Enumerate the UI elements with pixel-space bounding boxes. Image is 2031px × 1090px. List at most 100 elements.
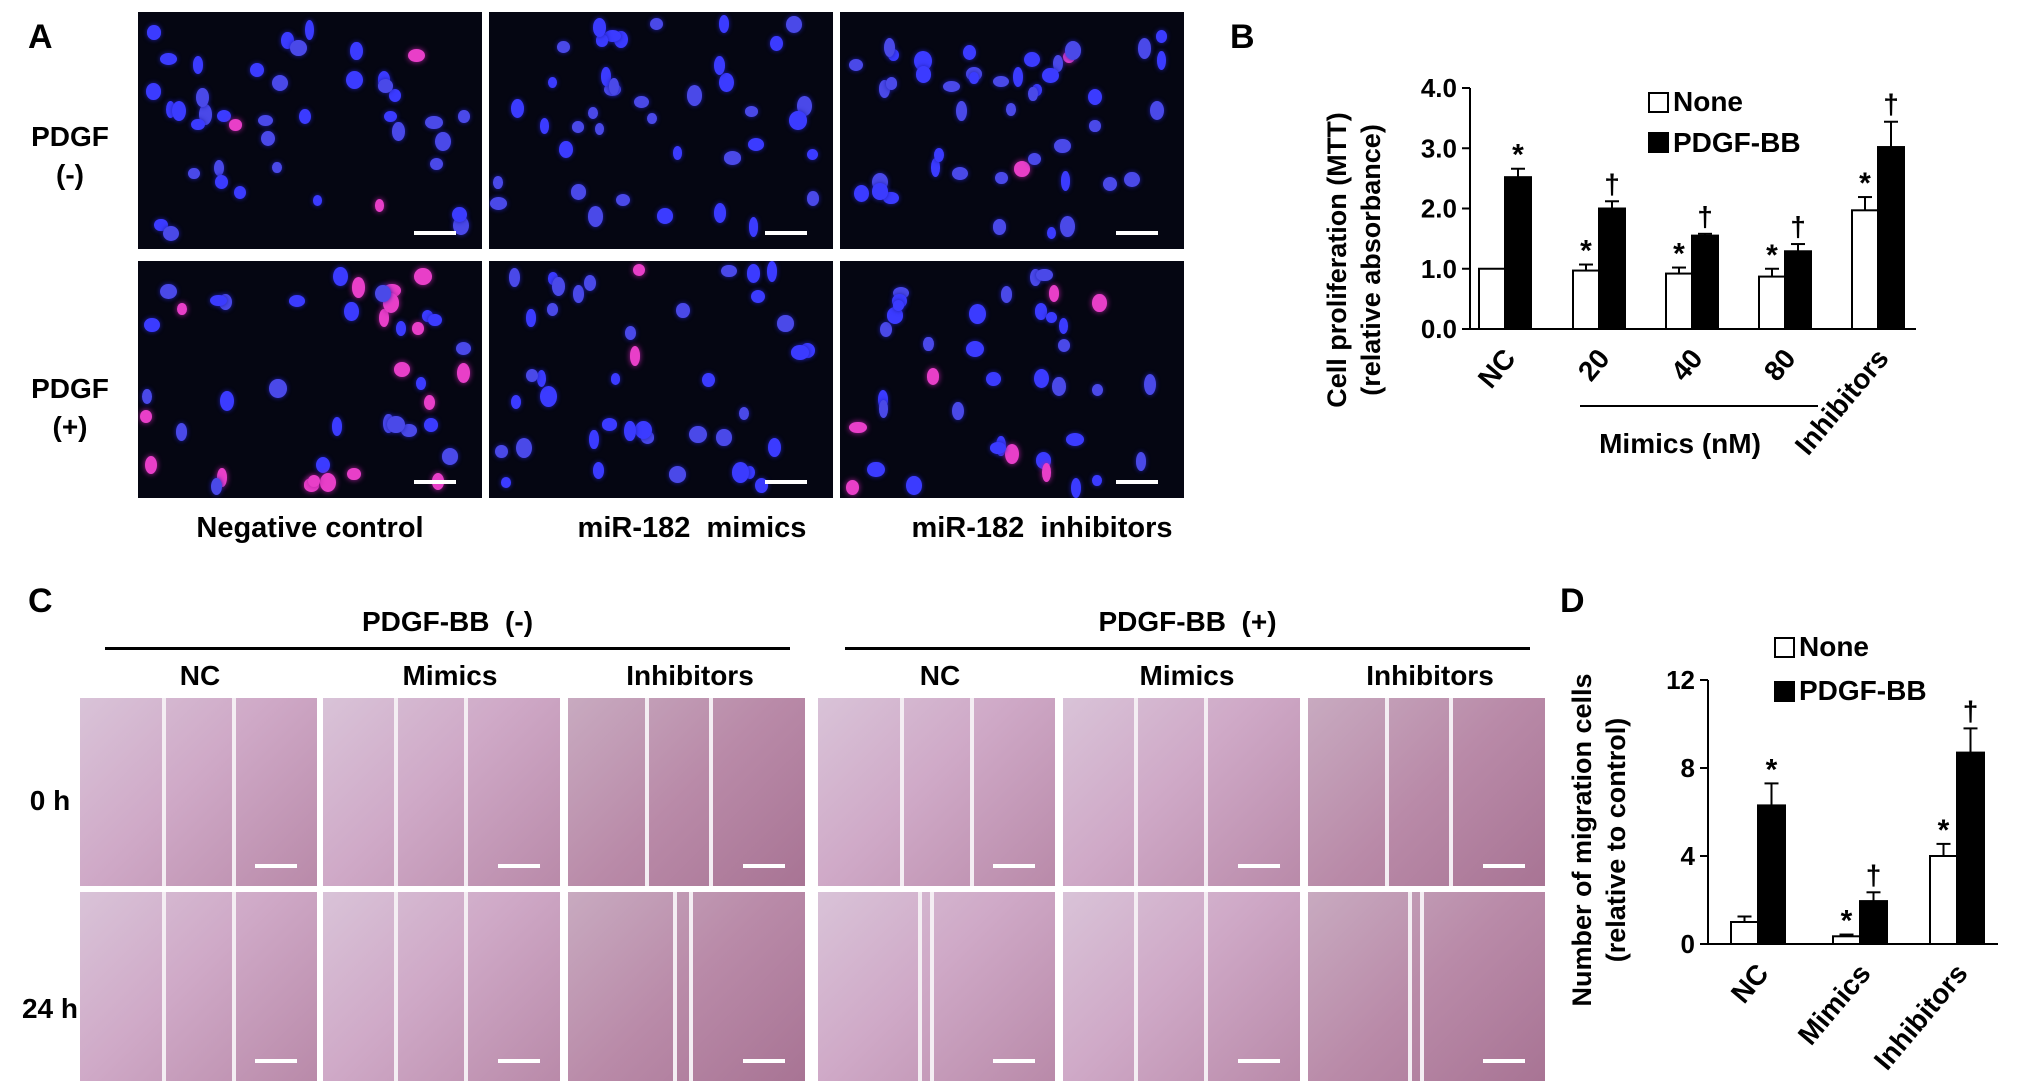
cell-nucleus bbox=[456, 362, 471, 383]
cell-nucleus bbox=[407, 49, 425, 63]
y-axis-label-line2: (relative to control) bbox=[1601, 718, 1631, 963]
panel-c-col-label-6: Inhibitors bbox=[1366, 660, 1494, 691]
cell-nucleus bbox=[748, 216, 759, 238]
cell-nucleus bbox=[789, 110, 807, 130]
scratch-edge-line bbox=[232, 698, 236, 886]
cell-nucleus bbox=[589, 429, 599, 450]
panel-a-col-label-3: miR-182 inhibitors bbox=[911, 512, 1173, 544]
cell-nucleus bbox=[1024, 52, 1041, 68]
cell-nucleus bbox=[493, 176, 503, 189]
scratch-edge-line bbox=[232, 892, 236, 1081]
panel-d-label: D bbox=[1560, 582, 1585, 620]
scratch-image-inhibitors-pos-24h bbox=[1308, 892, 1545, 1081]
cell-nucleus bbox=[176, 302, 187, 316]
panel-c-group-line-pos bbox=[845, 647, 1530, 650]
cell-nucleus bbox=[985, 371, 1001, 386]
scale-bar bbox=[414, 231, 456, 235]
cell-nucleus bbox=[672, 146, 682, 160]
cell-nucleus bbox=[624, 420, 636, 442]
cell-nucleus bbox=[192, 56, 204, 74]
x-category-label: 40 bbox=[1665, 343, 1709, 387]
cell-nucleus bbox=[1089, 120, 1101, 132]
cell-nucleus bbox=[546, 303, 558, 316]
scratch-edge-line bbox=[394, 892, 398, 1081]
cell-nucleus bbox=[312, 194, 323, 206]
mimics-group-label: Mimics (nM) bbox=[1599, 428, 1761, 459]
cell-nucleus bbox=[271, 74, 289, 92]
cell-nucleus bbox=[1059, 216, 1075, 238]
bar-pdgf bbox=[1757, 804, 1786, 945]
bar-none bbox=[1572, 269, 1600, 330]
cell-nucleus bbox=[878, 389, 889, 410]
y-tick-label: 3.0 bbox=[1421, 133, 1457, 163]
cell-nucleus bbox=[994, 171, 1008, 185]
cell-nucleus bbox=[1144, 373, 1157, 395]
scale-bar bbox=[1116, 480, 1158, 484]
cell-nucleus bbox=[159, 283, 177, 299]
cell-nucleus bbox=[175, 423, 188, 441]
cell-nucleus bbox=[290, 39, 308, 57]
cell-nucleus bbox=[746, 264, 761, 283]
cell-nucleus bbox=[141, 389, 152, 405]
cell-nucleus bbox=[906, 476, 922, 496]
cell-nucleus bbox=[1058, 317, 1069, 334]
cell-nucleus bbox=[713, 202, 726, 223]
significance-asterisk: * bbox=[1512, 139, 1524, 172]
cell-nucleus bbox=[1092, 474, 1103, 487]
cell-nucleus bbox=[526, 309, 536, 327]
scale-bar bbox=[498, 864, 540, 868]
cell-nucleus bbox=[791, 345, 809, 360]
cell-nucleus bbox=[140, 410, 152, 424]
cell-nucleus bbox=[289, 295, 306, 307]
cell-nucleus bbox=[610, 373, 621, 385]
cell-nucleus bbox=[968, 303, 987, 325]
significance-asterisk: * bbox=[1766, 239, 1778, 272]
cell-nucleus bbox=[144, 455, 157, 474]
y-tick-label: 4 bbox=[1681, 841, 1696, 871]
cell-nucleus bbox=[600, 66, 611, 87]
scale-bar bbox=[255, 1059, 297, 1063]
scratch-image-mimics-pos-0h bbox=[1063, 698, 1300, 886]
row-label-line: PDGF bbox=[31, 373, 109, 404]
scratch-image-nc-pos-24h bbox=[818, 892, 1055, 1081]
cell-nucleus bbox=[509, 267, 520, 287]
y-tick-label: 0.0 bbox=[1421, 314, 1457, 344]
scale-bar bbox=[1116, 231, 1158, 235]
scratch-edge-line bbox=[464, 698, 468, 886]
bar-none bbox=[1478, 267, 1506, 330]
cell-nucleus bbox=[883, 38, 895, 58]
cell-nucleus bbox=[1005, 443, 1020, 465]
bar-none bbox=[1665, 272, 1693, 331]
cell-nucleus bbox=[632, 264, 645, 277]
cell-nucleus bbox=[738, 406, 749, 420]
panel-a-row-label-2: PDGF (+) bbox=[20, 370, 120, 446]
cell-nucleus bbox=[316, 456, 331, 474]
cell-nucleus bbox=[885, 77, 898, 90]
cell-nucleus bbox=[992, 76, 1009, 88]
scratch-edge-line bbox=[1204, 892, 1208, 1081]
cell-nucleus bbox=[257, 114, 274, 127]
cell-nucleus bbox=[872, 183, 888, 200]
cell-nucleus bbox=[768, 438, 782, 458]
cell-nucleus bbox=[601, 418, 617, 431]
scale-bar bbox=[765, 231, 807, 235]
cell-nucleus bbox=[495, 444, 509, 459]
scratch-image-mimics-neg-24h bbox=[323, 892, 560, 1081]
cell-nucleus bbox=[1064, 41, 1081, 60]
cell-nucleus bbox=[539, 118, 550, 134]
cell-nucleus bbox=[1012, 66, 1023, 87]
panel-c-group-line-neg bbox=[105, 647, 790, 650]
legend-label-none: None bbox=[1673, 86, 1743, 117]
scratch-image-mimics-pos-24h bbox=[1063, 892, 1300, 1081]
cell-nucleus bbox=[1046, 226, 1057, 239]
scratch-edge-line bbox=[1449, 698, 1453, 886]
significance-asterisk: * bbox=[1580, 235, 1592, 268]
cell-nucleus bbox=[1070, 478, 1082, 498]
y-tick-label: 1.0 bbox=[1421, 254, 1457, 284]
panel-c-col-label-1: NC bbox=[179, 660, 221, 691]
panel-c-row-label-1: 0 h bbox=[29, 785, 71, 816]
panel-c-col-label-2: Mimics bbox=[402, 660, 498, 691]
cell-nucleus bbox=[592, 462, 605, 480]
cell-nucleus bbox=[1092, 293, 1108, 313]
scratch-edge-line bbox=[1420, 892, 1424, 1081]
